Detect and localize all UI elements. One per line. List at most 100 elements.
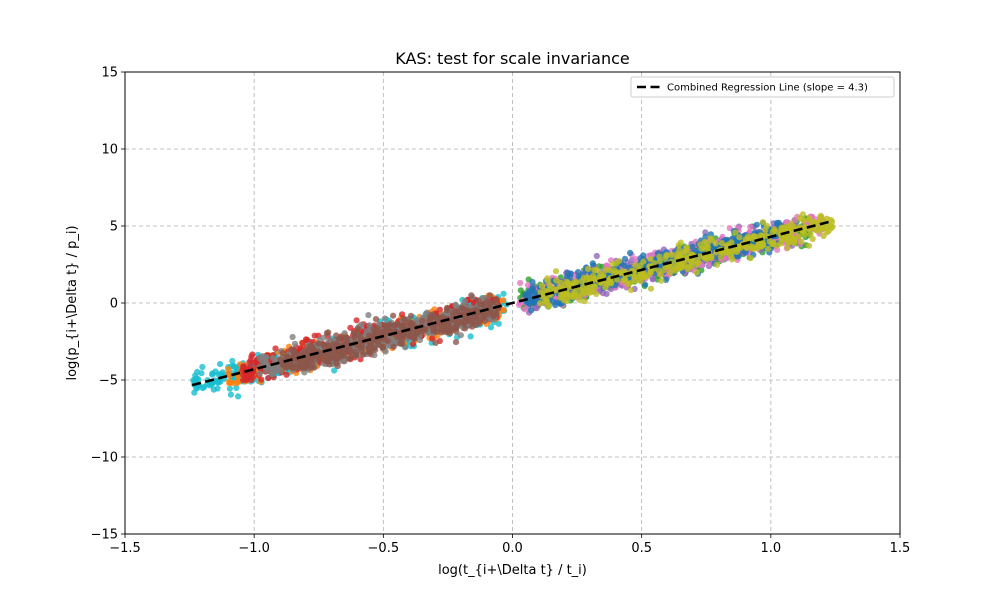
scatter-point — [816, 214, 824, 221]
scatter-point — [791, 239, 798, 246]
scatter-point — [242, 376, 249, 383]
scatter-point — [412, 331, 419, 338]
scatter-point — [277, 356, 284, 363]
x-tick-label: −1.5 — [109, 541, 141, 556]
chart-title: KAS: test for scale invariance — [395, 49, 629, 68]
scatter-point — [484, 298, 491, 305]
scatter-point — [712, 240, 719, 247]
scatter-point — [609, 260, 616, 268]
scatter-point — [578, 278, 585, 285]
scatter-point — [626, 280, 634, 287]
y-tick-label: 0 — [110, 297, 118, 312]
scatter-point — [637, 273, 644, 280]
scatter-point — [291, 340, 299, 347]
scatter-point — [427, 316, 434, 323]
scatter-point — [586, 274, 593, 282]
scatter-point — [603, 290, 610, 297]
scatter-point — [452, 301, 459, 308]
scatter-point — [571, 278, 578, 285]
scatter-point — [528, 307, 535, 314]
scatter-point — [283, 371, 290, 378]
scatter-point — [702, 254, 710, 261]
scatter-point — [657, 271, 664, 278]
scatter-point — [820, 224, 828, 231]
scatter-point — [827, 216, 835, 224]
scatter-point — [289, 364, 296, 371]
scatter-point — [337, 353, 344, 360]
scatter-point — [199, 363, 206, 371]
scatter-point — [467, 333, 474, 340]
scatter-point — [728, 239, 735, 246]
x-tick-label: −1.0 — [238, 541, 270, 556]
scatter-point — [250, 359, 257, 366]
scatter-point — [603, 262, 610, 269]
scatter-point — [589, 260, 596, 267]
scatter-point — [438, 323, 445, 330]
scatter-point — [632, 262, 639, 269]
scatter-point — [500, 290, 507, 297]
y-axis-ticks: −15 −10 −5 0 5 10 15 — [91, 66, 125, 543]
scatter-point — [628, 287, 635, 294]
scatter-point — [631, 277, 638, 284]
scatter-point — [702, 233, 709, 240]
scatter-point — [331, 367, 338, 374]
scatter-point — [704, 240, 711, 247]
scatter-point — [517, 279, 524, 287]
scatter-point — [732, 229, 739, 236]
x-tick-label: −0.5 — [368, 541, 400, 556]
scatter-point — [762, 226, 769, 234]
y-axis-label: log(p_{i+\Delta t} / p_i) — [65, 225, 80, 380]
scatter-point — [217, 361, 224, 368]
scatter-point — [665, 263, 672, 270]
scatter-point — [419, 317, 426, 324]
scatter-point — [365, 312, 372, 319]
y-tick-label: −5 — [99, 374, 118, 389]
scatter-point — [754, 243, 761, 250]
scatter-point — [684, 266, 691, 273]
scatter-point — [209, 371, 216, 378]
scatter-point — [788, 220, 795, 227]
scatter-point — [656, 253, 663, 260]
scatter-point — [207, 382, 214, 389]
scatter-point — [764, 245, 772, 252]
scatter-point — [434, 316, 441, 323]
scatter-point — [469, 318, 476, 325]
scatter-point — [353, 317, 360, 324]
scatter-point — [399, 311, 406, 318]
scatter-point — [718, 240, 726, 247]
scatter-point — [785, 239, 792, 246]
y-tick-label: 10 — [101, 143, 118, 158]
scatter-point — [226, 380, 233, 387]
scatter-point — [249, 351, 256, 358]
scatter-point — [647, 256, 654, 263]
scatter-point — [370, 326, 377, 333]
scatter-point — [406, 319, 413, 326]
scatter-point — [828, 225, 835, 232]
scatter-point — [538, 283, 546, 290]
scatter-point — [759, 219, 767, 226]
scatter-point — [713, 253, 720, 260]
scatter-point — [453, 328, 460, 335]
scatter-point — [386, 327, 393, 334]
scatter-point — [356, 340, 363, 347]
scatter-point — [542, 298, 549, 305]
scatter-point — [217, 370, 224, 378]
scatter-point — [647, 285, 655, 292]
scatter-point — [352, 351, 360, 359]
scatter-point — [334, 363, 341, 370]
scatter-point — [792, 217, 799, 224]
scatter-point — [692, 261, 699, 268]
scatter-point — [460, 305, 467, 312]
scatter-point — [753, 221, 760, 228]
scatter-point — [193, 385, 200, 392]
scatter-point — [277, 368, 284, 375]
scatter-point — [676, 246, 683, 254]
y-tick-label: −15 — [91, 528, 118, 543]
scatter-point — [564, 270, 571, 277]
legend-label: Combined Regression Line (slope = 4.3) — [667, 83, 868, 94]
scatter-point — [462, 325, 469, 332]
scatter-point — [301, 358, 308, 365]
scatter-point — [225, 370, 232, 377]
scatter-point — [215, 377, 222, 385]
x-tick-label: 0.5 — [631, 541, 652, 556]
